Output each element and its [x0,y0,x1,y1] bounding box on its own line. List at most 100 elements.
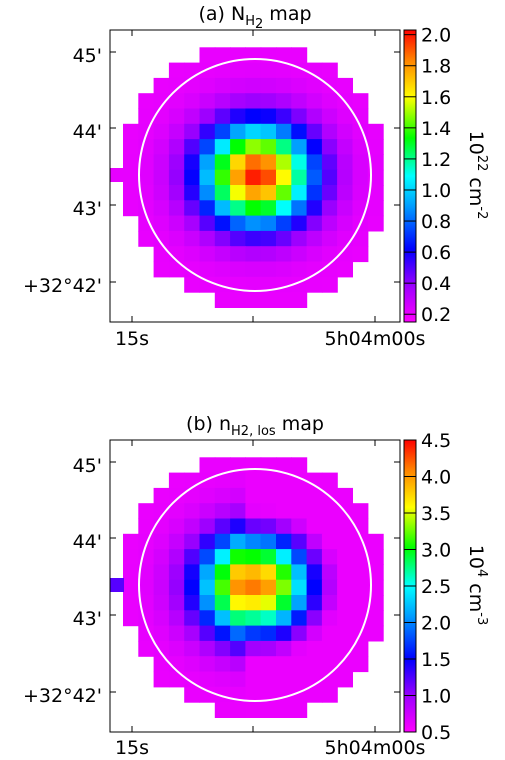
heatmap-cell [321,472,338,489]
heatmap-cell [230,656,246,673]
heatmap-cell [168,261,185,278]
colorbar-tick-label: 1.0 [421,686,451,708]
heatmap-cell [352,549,369,565]
colorbar-tick-label: 0.4 [421,273,451,295]
heatmap-cell [138,625,155,642]
heatmap-cell [321,276,338,293]
heatmap-cell [291,518,308,535]
heatmap-cell [184,139,201,155]
heatmap-cell [168,671,185,688]
heatmap-cell [260,185,277,201]
heatmap-cell [184,503,201,520]
x-tick-label: 15s [115,737,149,759]
heatmap-cell [276,292,292,308]
heatmap-cell [153,640,170,657]
heatmap-cell [184,230,201,247]
heatmap-cell [337,533,353,550]
heatmap-cell [337,518,353,535]
heatmap-cell [276,108,292,125]
heatmap-cell [276,215,292,232]
heatmap-cell [138,564,155,581]
heatmap-cell [184,472,201,489]
heatmap-cell [214,246,231,263]
heatmap-cell [276,533,292,550]
heatmap-cell [306,108,323,125]
heatmap-cell [260,610,277,627]
heatmap-cell [184,595,201,611]
heatmap-cell [230,185,246,201]
heatmap-cell [214,215,231,232]
heatmap-cell [214,549,231,565]
heatmap-cell [276,230,292,247]
heatmap-cell [168,503,185,520]
heatmap-cell [245,472,262,489]
heatmap-cell [321,200,338,217]
heatmap-cell [306,154,323,171]
heatmap-cell [168,564,185,581]
heatmap-cell [260,123,277,140]
heatmap-cell [184,154,201,171]
heatmap-cell [291,533,308,550]
heatmap-cell [337,215,353,232]
heatmap-cell [260,230,277,247]
heatmap-cell [337,154,353,171]
heatmap-cell [214,185,231,201]
heatmap-cell [199,261,216,278]
heatmap-cell [138,108,155,125]
heatmap-cell [321,139,338,155]
heatmap-cell [184,518,201,535]
y-tick-label: +32°42' [23,275,102,297]
heatmap-cell [291,154,308,171]
heatmap-cell [199,472,216,489]
heatmap-cell [337,108,353,125]
heatmap-cell [214,564,231,581]
heatmap-cell [306,472,323,489]
heatmap-cell [321,518,338,535]
heatmap-cell [337,139,353,155]
heatmap-cell [184,610,201,627]
heatmap-cell [306,276,323,293]
heatmap-cell [138,123,155,140]
x-tick-label: 15s [115,328,149,350]
heatmap-cell [138,169,155,186]
heatmap-cell [245,200,262,217]
heatmap-cell [168,640,185,657]
heatmap-cell [276,154,292,171]
heatmap-cell [153,123,170,140]
heatmap-cell [230,169,246,186]
heatmap-cell [306,686,323,703]
heatmap-cell [306,185,323,201]
heatmap-cell [214,47,231,64]
heatmap-cell [291,200,308,217]
heatmap-cell [291,139,308,155]
heatmap-cell [153,139,170,155]
heatmap-cell [168,472,185,489]
heatmap-cell [306,123,323,140]
heatmap-cell [168,595,185,611]
heatmap-cell [260,625,277,642]
heatmap-cell [260,62,277,79]
heatmap-cell [276,595,292,611]
heatmap-cell [199,93,216,110]
heatmap-cell [153,656,170,673]
heatmap-cell [245,230,262,247]
heatmap-cell [276,185,292,201]
plot-frame-a [109,29,401,323]
heatmap-cell [199,77,216,94]
heatmap-cell [337,261,353,278]
colorbar-tick-label: 3.5 [421,503,451,525]
heatmap-cell [184,123,201,140]
heatmap-cell [184,93,201,110]
heatmap-cell [184,185,201,201]
panel-b: (b) nH2, los map 45' 44' 43' +32°42' 15s… [23,413,489,759]
heatmap-cell [367,564,384,581]
heatmap-cell [214,200,231,217]
heatmap-cell [245,246,262,263]
heatmap-cell [367,200,384,217]
heatmap-cell [276,93,292,110]
heatmap-cell [260,472,277,489]
colorbar-tick-label: 3.0 [421,540,451,562]
heatmap-cell [184,108,201,125]
heatmap-cell [245,518,262,535]
heatmap-cell [199,47,216,64]
